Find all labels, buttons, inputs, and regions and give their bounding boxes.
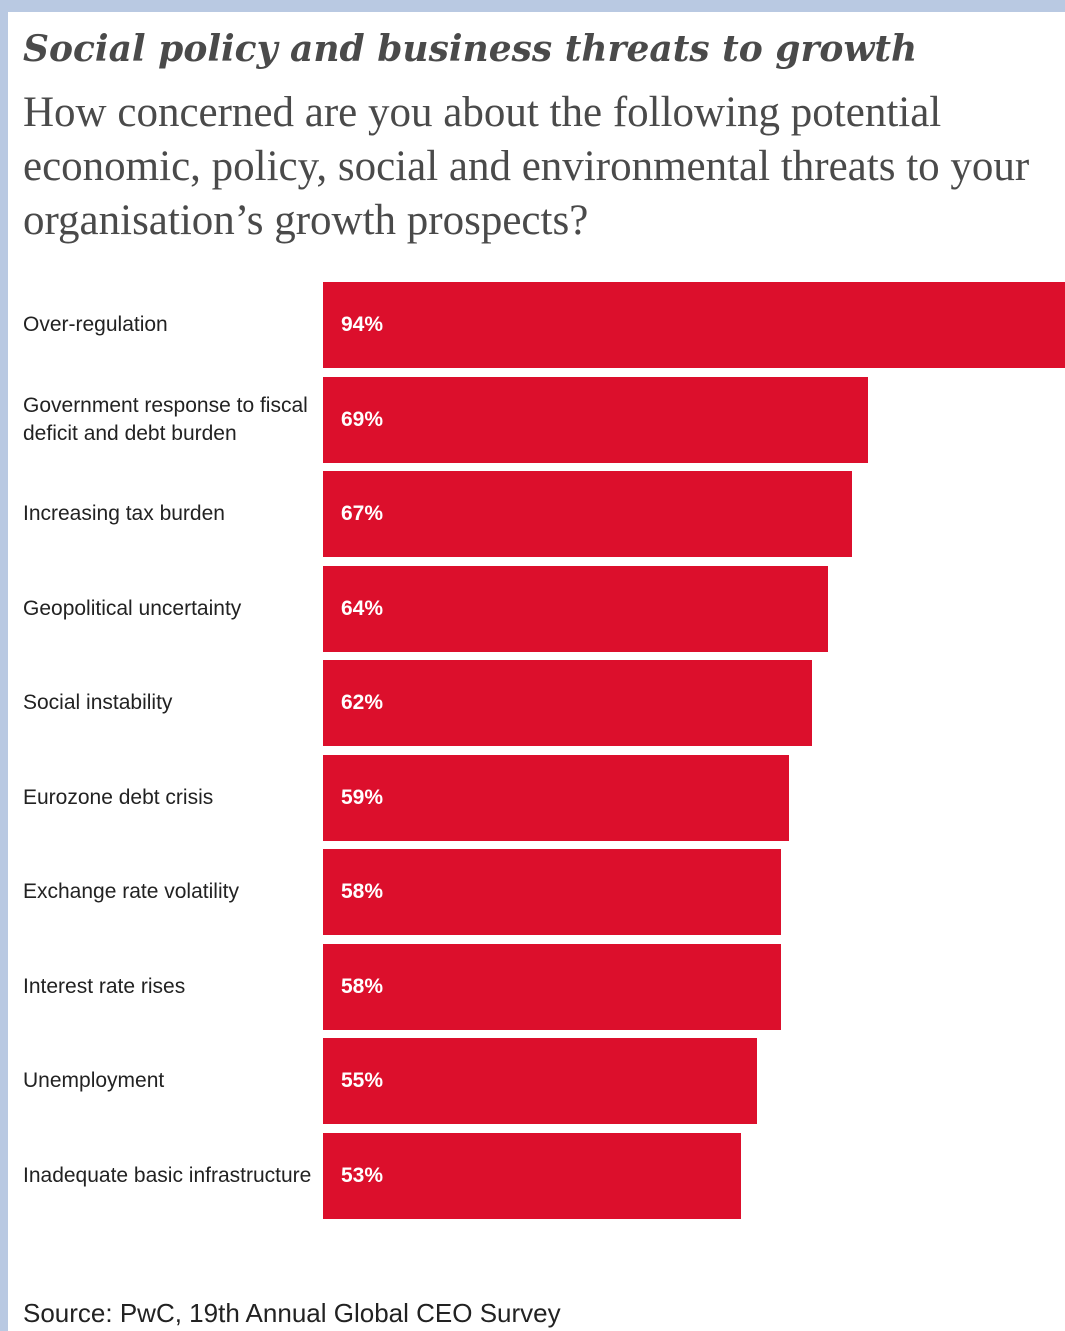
bar-value-label: 58% <box>341 880 384 903</box>
category-label: Interest rate rises <box>23 974 186 998</box>
bar: 55% <box>323 1038 758 1124</box>
chart-subtitle: How concerned are you about the followin… <box>23 89 1030 244</box>
category-label: Social instability <box>23 691 173 714</box>
bar-value-label: 53% <box>341 1163 384 1187</box>
bar: 69% <box>323 376 868 463</box>
bar: 64% <box>323 565 829 652</box>
bar: 58% <box>323 849 781 935</box>
bar-value-label: 67% <box>341 502 384 525</box>
bar: 67% <box>323 471 852 557</box>
bar-value-label: 62% <box>341 691 384 714</box>
source-note: Source: PwC, 19th Annual Global CEO Surv… <box>23 1298 561 1328</box>
bar-value-label: 94% <box>341 313 384 336</box>
category-label: Government response to fiscal deficit an… <box>23 393 308 445</box>
category-label: Unemployment <box>23 1069 165 1092</box>
bar-value-label: 64% <box>341 596 384 620</box>
bar: 94% <box>323 282 1065 368</box>
bar-value-label: 55% <box>341 1069 384 1092</box>
category-label: Over-regulation <box>23 313 168 336</box>
bar-value-label: 59% <box>341 785 384 809</box>
bar: 59% <box>323 754 789 841</box>
category-label: Eurozone debt crisis <box>23 785 214 809</box>
category-label: Geopolitical uncertainty <box>23 596 242 620</box>
chart-frame: Social policy and business threats to gr… <box>8 12 1065 1331</box>
category-label: Inadequate basic infrastructure <box>23 1163 312 1187</box>
category-label: Increasing tax burden <box>23 502 225 525</box>
bar-value-label: 58% <box>341 974 384 998</box>
bar: 58% <box>323 943 781 1030</box>
bar-value-label: 69% <box>341 407 384 431</box>
bar: 62% <box>323 660 813 746</box>
chart-title: Social policy and business threats to gr… <box>23 28 918 70</box>
category-label: Exchange rate volatility <box>23 880 239 903</box>
bar-chart: Over-regulation 94% Government response to… <box>8 12 1065 1331</box>
bar: 53% <box>323 1132 742 1219</box>
